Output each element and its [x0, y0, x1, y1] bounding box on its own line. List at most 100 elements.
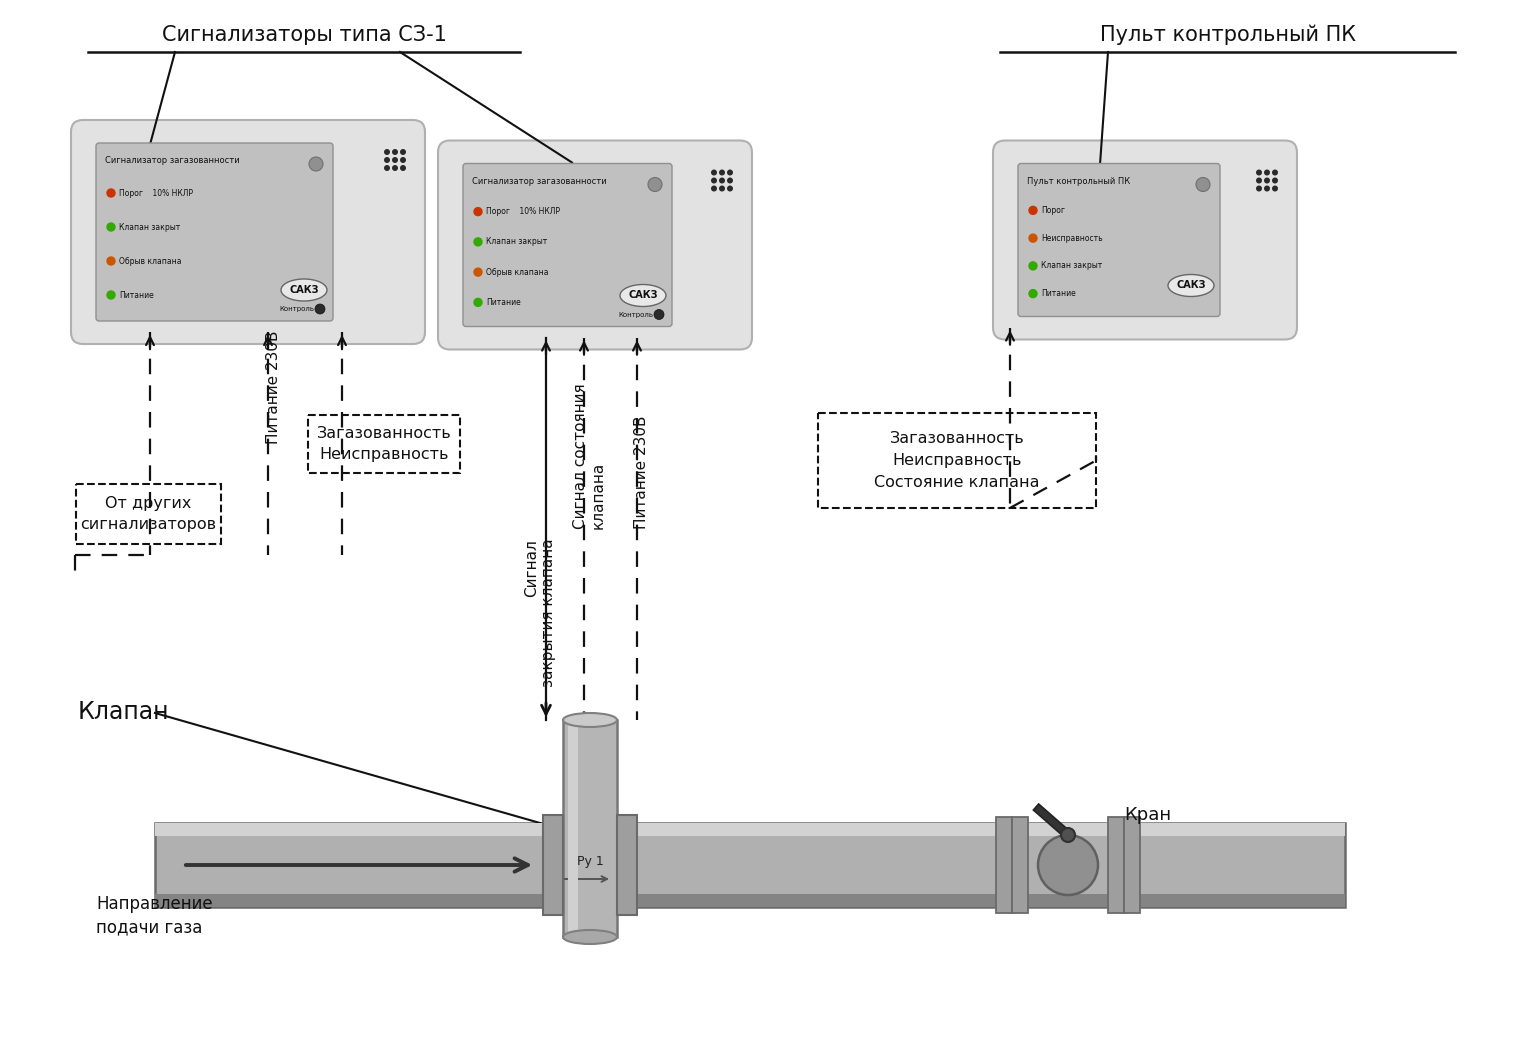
Text: Клапан: Клапан — [79, 700, 169, 724]
Text: САКЗ: САКЗ — [289, 285, 319, 295]
Circle shape — [384, 165, 390, 171]
Text: Порог    10% НКЛР: Порог 10% НКЛР — [486, 207, 560, 216]
Bar — [1012, 817, 1027, 913]
Text: Питание 230В: Питание 230В — [634, 415, 649, 529]
Circle shape — [1256, 185, 1262, 192]
Bar — [617, 815, 637, 915]
Circle shape — [1263, 185, 1269, 192]
Circle shape — [1263, 178, 1269, 183]
Text: Сигнализатор загазованности: Сигнализатор загазованности — [472, 177, 607, 185]
Text: Клапан закрыт: Клапан закрыт — [1041, 262, 1103, 270]
Text: Сигнал
закрытия клапана: Сигнал закрытия клапана — [523, 538, 557, 687]
Text: Пульт контрольный ПК: Пульт контрольный ПК — [1100, 24, 1356, 45]
Circle shape — [1029, 262, 1036, 270]
Text: Питание: Питание — [1041, 289, 1076, 298]
Bar — [996, 817, 1012, 913]
Text: САКЗ: САКЗ — [628, 290, 658, 300]
Circle shape — [392, 149, 398, 155]
Text: Ру 1: Ру 1 — [576, 854, 604, 867]
Text: Обрыв клапана: Обрыв клапана — [486, 268, 549, 277]
FancyBboxPatch shape — [463, 164, 672, 327]
FancyBboxPatch shape — [437, 140, 752, 349]
Text: Контроль: Контроль — [278, 306, 315, 312]
Circle shape — [654, 310, 664, 319]
Text: Сигнал состояния
клапана: Сигнал состояния клапана — [573, 383, 605, 529]
Circle shape — [1272, 178, 1278, 183]
FancyBboxPatch shape — [95, 143, 333, 321]
FancyBboxPatch shape — [71, 120, 425, 344]
Circle shape — [399, 149, 405, 155]
Circle shape — [719, 178, 725, 183]
Circle shape — [728, 178, 732, 183]
Circle shape — [392, 157, 398, 163]
Bar — [1108, 817, 1124, 913]
Circle shape — [648, 178, 663, 192]
Circle shape — [474, 298, 483, 306]
Ellipse shape — [1168, 275, 1213, 297]
Ellipse shape — [620, 284, 666, 306]
Circle shape — [107, 189, 115, 197]
Bar — [154, 822, 1345, 907]
Text: От других
сигнализаторов: От других сигнализаторов — [80, 496, 216, 532]
Circle shape — [728, 185, 732, 192]
Circle shape — [719, 169, 725, 176]
Circle shape — [474, 207, 483, 216]
Circle shape — [719, 185, 725, 192]
Bar — [819, 413, 1095, 508]
Bar — [76, 484, 221, 544]
Circle shape — [1029, 206, 1036, 214]
Text: Неисправность: Неисправность — [1041, 234, 1103, 243]
Circle shape — [474, 238, 483, 246]
Circle shape — [309, 157, 322, 171]
Text: Питание 230В: Питание 230В — [265, 330, 280, 444]
Text: Сигнализатор загазованности: Сигнализатор загазованности — [104, 156, 239, 165]
Text: Клапан закрыт: Клапан закрыт — [120, 222, 180, 232]
Circle shape — [711, 185, 717, 192]
Bar — [567, 724, 578, 934]
Text: Питание: Питание — [486, 298, 520, 306]
Circle shape — [384, 149, 390, 155]
Circle shape — [315, 304, 325, 314]
Circle shape — [1256, 178, 1262, 183]
Text: Пульт контрольный ПК: Пульт контрольный ПК — [1027, 177, 1130, 185]
Circle shape — [399, 165, 405, 171]
Bar — [154, 822, 1345, 836]
FancyArrow shape — [1033, 804, 1071, 838]
Circle shape — [1038, 835, 1098, 895]
Text: Направление
подачи газа: Направление подачи газа — [95, 895, 213, 936]
Text: САКЗ: САКЗ — [1176, 281, 1206, 290]
Text: Обрыв клапана: Обрыв клапана — [120, 256, 182, 266]
Circle shape — [474, 268, 483, 277]
Text: Клапан закрыт: Клапан закрыт — [486, 237, 548, 247]
Bar — [154, 894, 1345, 907]
Circle shape — [384, 157, 390, 163]
Circle shape — [1195, 178, 1210, 192]
Circle shape — [1272, 185, 1278, 192]
Text: Питание: Питание — [120, 290, 154, 299]
Text: Сигнализаторы типа СЗ-1: Сигнализаторы типа СЗ-1 — [162, 24, 446, 45]
Circle shape — [1272, 169, 1278, 176]
Circle shape — [1256, 169, 1262, 176]
Circle shape — [711, 169, 717, 176]
Text: Порог: Порог — [1041, 205, 1065, 215]
Circle shape — [711, 178, 717, 183]
Circle shape — [1029, 289, 1036, 298]
Text: Контроль: Контроль — [617, 312, 654, 317]
Circle shape — [1029, 234, 1036, 243]
FancyBboxPatch shape — [993, 140, 1297, 339]
Ellipse shape — [563, 713, 617, 727]
Bar — [309, 415, 460, 473]
Text: Загазованность
Неисправность: Загазованность Неисправность — [316, 426, 451, 462]
Ellipse shape — [563, 930, 617, 944]
Circle shape — [399, 157, 405, 163]
Bar — [543, 815, 563, 915]
FancyBboxPatch shape — [1018, 164, 1219, 316]
Circle shape — [107, 223, 115, 231]
Bar — [1124, 817, 1139, 913]
Circle shape — [1061, 828, 1076, 842]
Circle shape — [107, 290, 115, 299]
Circle shape — [728, 169, 732, 176]
Circle shape — [107, 257, 115, 265]
Circle shape — [1263, 169, 1269, 176]
Text: Кран: Кран — [1124, 807, 1171, 824]
